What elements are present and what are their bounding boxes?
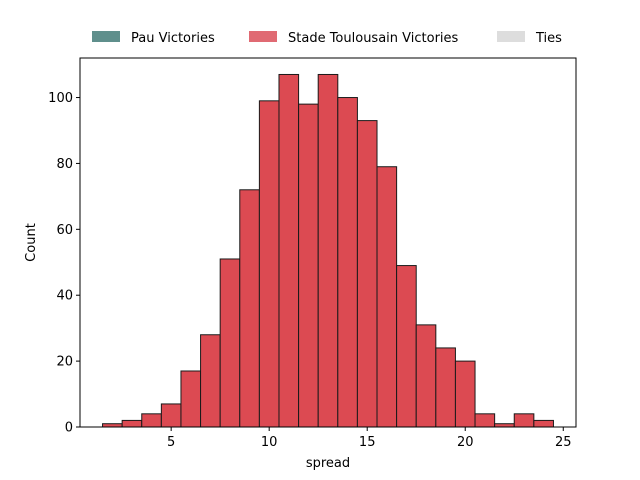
- histogram-bar: [356, 120, 378, 428]
- histogram-bar: [533, 419, 554, 428]
- x-tick-label: 10: [261, 435, 278, 450]
- histogram-bar: [454, 360, 476, 428]
- histogram-bar: [141, 413, 162, 428]
- y-tick-label: 80: [56, 157, 73, 172]
- histogram-bar: [376, 166, 398, 428]
- histogram-bar: [239, 189, 260, 428]
- x-tick-label: 15: [359, 435, 376, 450]
- histogram-bar: [278, 73, 300, 428]
- histogram-bar: [396, 265, 417, 428]
- x-tick-label: 20: [457, 435, 474, 450]
- histogram-bar: [415, 324, 437, 428]
- histogram-bar: [435, 347, 456, 428]
- y-tick-label: 60: [56, 223, 73, 238]
- x-axis: 5 10 15 20 25: [167, 427, 572, 450]
- legend-swatch: [249, 31, 277, 42]
- histogram-bar: [160, 403, 182, 428]
- y-axis: 0 20 40 60 80 100: [48, 91, 80, 436]
- histogram-bar: [474, 413, 496, 428]
- legend-swatch: [92, 31, 120, 42]
- x-tick-label: 25: [555, 435, 572, 450]
- y-tick-label: 100: [48, 91, 73, 106]
- legend-label: Stade Toulousain Victories: [288, 31, 459, 46]
- histogram-bar: [200, 334, 221, 428]
- histogram-bar: [121, 419, 143, 428]
- histogram-bar: [298, 103, 319, 428]
- x-axis-label: spread: [306, 456, 350, 471]
- y-tick-label: 0: [65, 421, 73, 436]
- histogram-bar: [513, 413, 535, 428]
- legend-swatch: [497, 31, 525, 42]
- y-tick-label: 20: [56, 355, 73, 370]
- legend-label: Pau Victories: [131, 31, 215, 46]
- histogram-bar: [337, 97, 358, 428]
- legend-label: Ties: [535, 31, 562, 46]
- histogram-bars: [102, 73, 554, 428]
- legend: Pau Victories Stade Toulousain Victories T…: [92, 31, 562, 46]
- histogram-bar: [258, 100, 280, 428]
- histogram-bar: [317, 73, 339, 428]
- x-tick-label: 5: [167, 435, 175, 450]
- histogram-bar: [219, 258, 241, 428]
- y-tick-label: 40: [56, 289, 73, 304]
- y-axis-label: Count: [24, 223, 39, 262]
- histogram-bar: [180, 370, 202, 428]
- plot-frame: [79, 57, 577, 428]
